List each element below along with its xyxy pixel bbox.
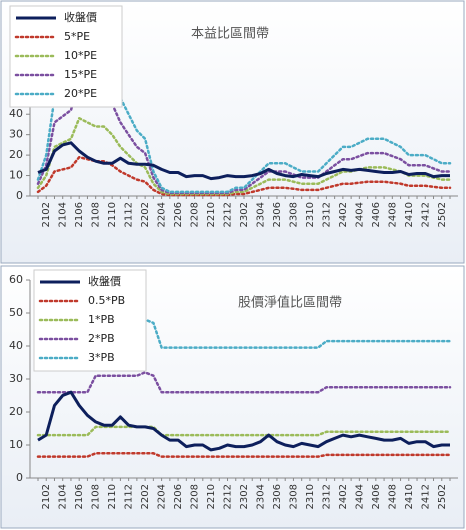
y-tick-label: 60 <box>9 273 23 286</box>
y-tick-label: 0 <box>16 471 23 484</box>
x-tick-label: 2212 <box>223 202 234 227</box>
y-tick-label: 40 <box>9 107 23 120</box>
x-tick-label: 2210 <box>206 202 217 227</box>
x-tick-label: 2104 <box>58 484 69 509</box>
legend-label: 收盤價 <box>64 10 97 24</box>
legend-label: 10*PE <box>64 49 97 62</box>
x-tick-label: 2304 <box>255 202 266 227</box>
x-tick-label: 2206 <box>173 484 184 509</box>
legend-label: 0.5*PB <box>88 294 125 307</box>
x-tick-label: 2112 <box>124 202 135 227</box>
x-tick-label: 2410 <box>404 484 415 509</box>
series-line <box>36 425 452 437</box>
x-tick-label: 2112 <box>124 484 135 509</box>
series-line <box>36 371 452 394</box>
x-tick-label: 2502 <box>437 484 448 509</box>
x-tick-label: 2212 <box>223 484 234 509</box>
y-tick-label: 10 <box>9 169 23 182</box>
x-tick-label: 2404 <box>354 202 365 227</box>
x-tick-label: 2310 <box>305 202 316 227</box>
y-tick-label: 0 <box>16 189 23 202</box>
x-tick-label: 2104 <box>58 202 69 227</box>
x-tick-label: 2202 <box>140 202 151 227</box>
x-tick-label: 2312 <box>321 484 332 509</box>
x-tick-label: 2312 <box>321 202 332 227</box>
legend-label: 5*PE <box>64 30 90 43</box>
x-tick-label: 2412 <box>420 484 431 509</box>
y-tick-label: 50 <box>9 306 23 319</box>
legend-label: 2*PB <box>88 332 115 345</box>
y-tick-label: 20 <box>9 148 23 161</box>
x-tick-label: 2202 <box>140 484 151 509</box>
x-tick-label: 2208 <box>190 202 201 227</box>
series-line <box>37 390 450 452</box>
x-tick-label: 2102 <box>41 202 52 227</box>
x-tick-label: 2110 <box>107 202 118 227</box>
x-tick-label: 2204 <box>157 484 168 509</box>
y-tick-label: 30 <box>9 372 23 385</box>
legend-label: 1*PB <box>88 313 115 326</box>
x-tick-label: 2208 <box>190 484 201 509</box>
legend-box <box>33 269 147 372</box>
x-tick-label: 2210 <box>206 484 217 509</box>
legend-label: 15*PE <box>64 68 97 81</box>
x-tick-label: 2502 <box>437 202 448 227</box>
legend-label: 3*PB <box>88 351 115 364</box>
x-tick-label: 2406 <box>371 484 382 509</box>
y-tick-label: 40 <box>9 339 23 352</box>
x-tick-label: 2408 <box>387 484 398 509</box>
x-tick-label: 2308 <box>288 484 299 509</box>
x-tick-label: 2110 <box>107 484 118 509</box>
x-tick-label: 2310 <box>305 484 316 509</box>
x-tick-label: 2412 <box>420 202 431 227</box>
x-tick-label: 2306 <box>272 484 283 509</box>
y-tick-label: 30 <box>9 128 23 141</box>
x-tick-label: 2306 <box>272 202 283 227</box>
x-tick-label: 2108 <box>91 202 102 227</box>
series-line <box>36 452 452 458</box>
x-tick-label: 2302 <box>239 484 250 509</box>
x-tick-label: 2402 <box>338 202 349 227</box>
chart-title: 股價淨值比區間帶 <box>238 295 342 311</box>
series-line <box>36 117 452 196</box>
x-tick-label: 2102 <box>41 484 52 509</box>
x-tick-label: 2402 <box>338 484 349 509</box>
x-tick-label: 2404 <box>354 484 365 509</box>
x-tick-label: 2304 <box>255 484 266 509</box>
x-tick-label: 2308 <box>288 202 299 227</box>
y-tick-label: 20 <box>9 405 23 418</box>
x-tick-label: 2410 <box>404 202 415 227</box>
y-tick-label: 10 <box>9 438 23 451</box>
chart-title: 本益比區間帶 <box>191 27 269 42</box>
x-tick-label: 2106 <box>74 484 85 509</box>
x-tick-label: 2408 <box>387 202 398 227</box>
legend-label: 20*PE <box>64 87 97 100</box>
x-tick-label: 2302 <box>239 202 250 227</box>
series-line <box>37 141 450 181</box>
x-tick-label: 2206 <box>173 202 184 227</box>
x-tick-label: 2108 <box>91 484 102 509</box>
x-tick-label: 2406 <box>371 202 382 227</box>
x-tick-label: 2106 <box>74 202 85 227</box>
x-tick-label: 2204 <box>157 202 168 227</box>
legend-label: 收盤價 <box>88 274 121 288</box>
